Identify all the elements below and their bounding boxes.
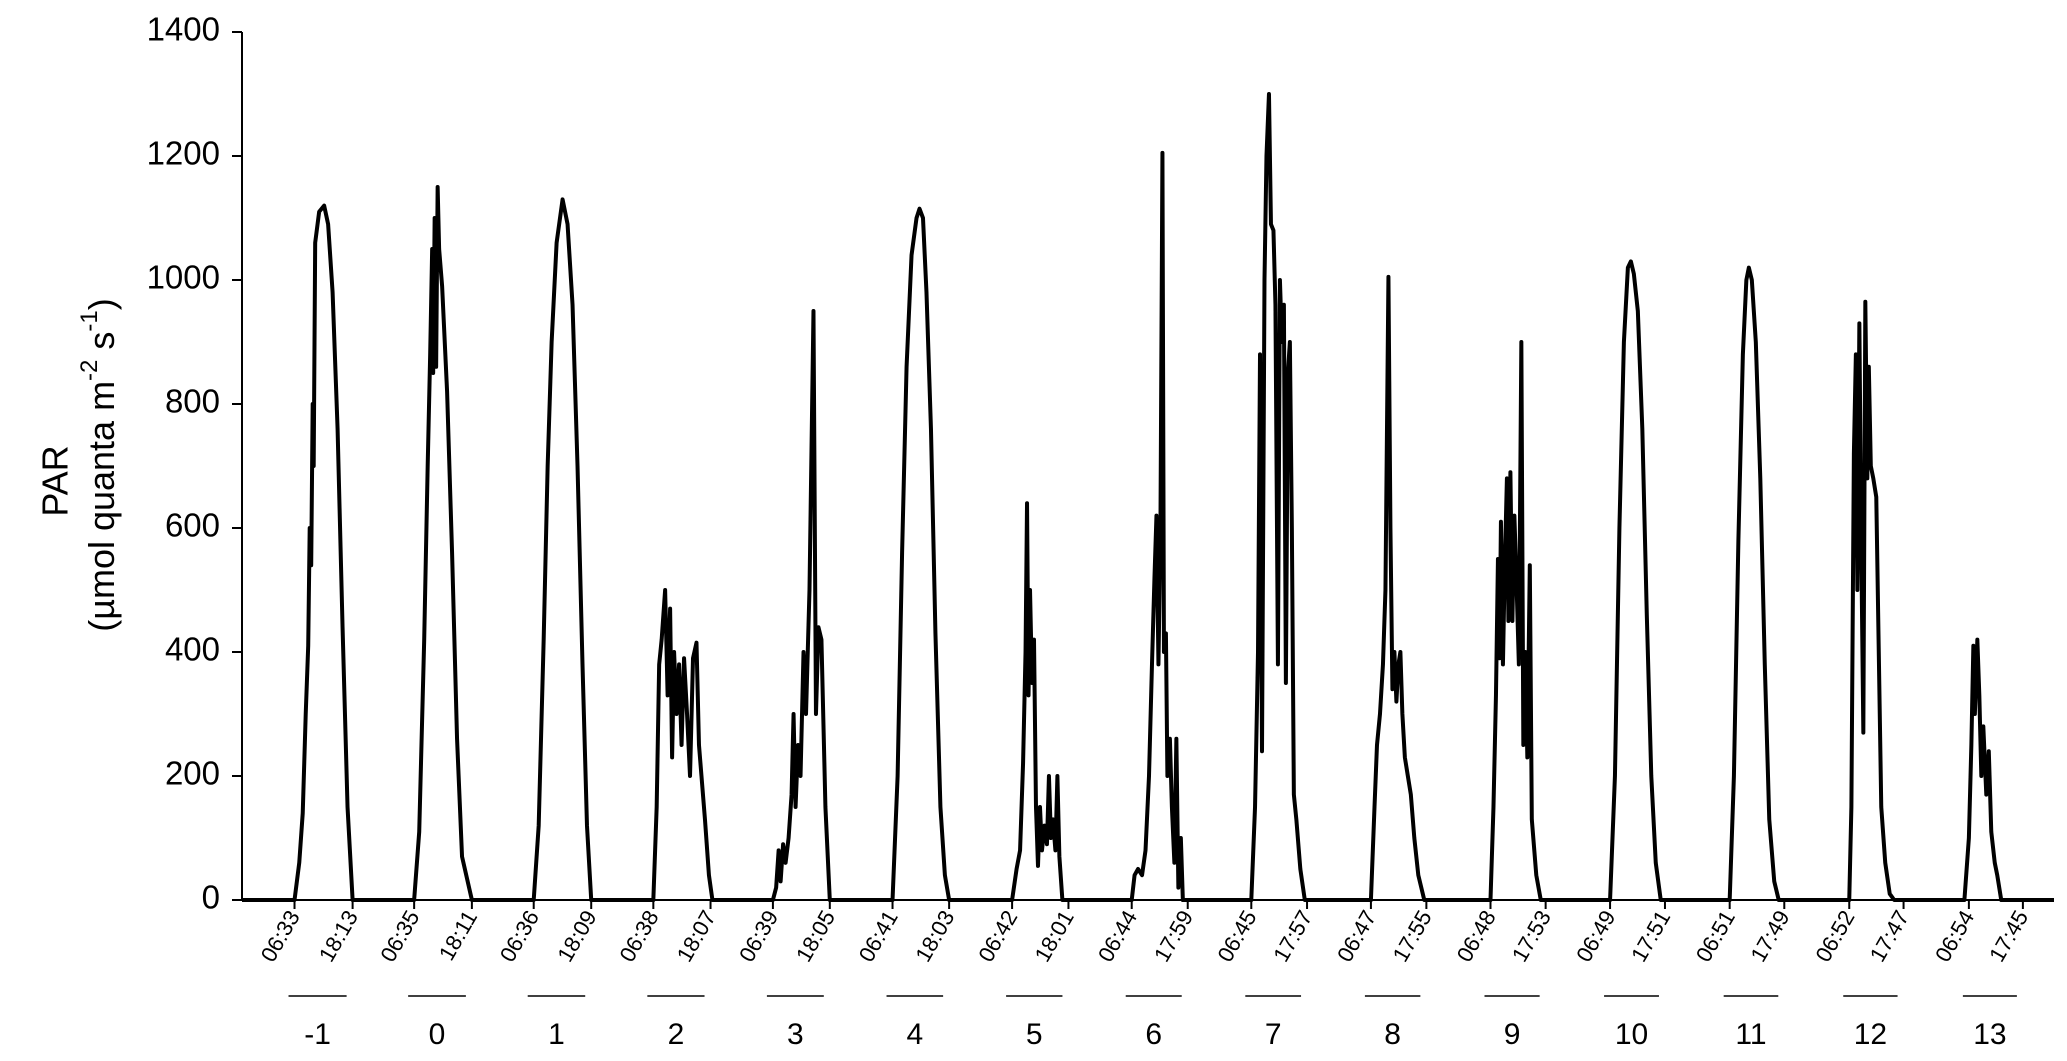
- day-label: 7: [1265, 1018, 1282, 1051]
- y-tick-label: 1200: [147, 135, 220, 172]
- day-label: 8: [1384, 1018, 1401, 1051]
- y-tick-label: 0: [202, 879, 220, 916]
- day-label: 13: [1973, 1018, 2006, 1051]
- day-label: 12: [1854, 1018, 1887, 1051]
- x-tick-label: 06:45: [1212, 906, 1261, 966]
- unit-exponent: -1: [76, 310, 103, 331]
- unit-text: ): [81, 298, 122, 310]
- x-tick-label: 06:33: [256, 906, 305, 966]
- y-axis-label: PAR: [35, 445, 76, 516]
- y-tick-label: 400: [165, 631, 220, 668]
- day-label: -1: [304, 1018, 331, 1051]
- x-tick-label: 18:03: [910, 906, 959, 966]
- x-tick-label: 17:49: [1745, 906, 1794, 966]
- day-label: 10: [1615, 1018, 1648, 1051]
- day-label: 4: [906, 1018, 923, 1051]
- x-tick-label: 18:11: [434, 906, 482, 965]
- unit-exponent: -2: [76, 360, 103, 381]
- x-tick-label: 17:51: [1626, 906, 1675, 966]
- y-tick-label: 200: [165, 755, 220, 792]
- x-tick-label: 06:51: [1691, 906, 1740, 966]
- x-tick-label: 06:38: [614, 906, 663, 966]
- x-tick-label: 17:55: [1388, 906, 1437, 966]
- y-tick-label: 1000: [147, 259, 220, 296]
- day-label: 9: [1504, 1018, 1521, 1051]
- x-tick-label: 06:49: [1571, 906, 1620, 966]
- day-label: 6: [1145, 1018, 1162, 1051]
- x-tick-label: 18:05: [791, 906, 840, 966]
- day-label: 0: [429, 1018, 446, 1051]
- y-tick-label: 600: [165, 507, 220, 544]
- x-tick-label: 06:54: [1930, 906, 1979, 966]
- y-tick-label: 800: [165, 383, 220, 420]
- x-tick-label: 17:45: [1984, 906, 2033, 966]
- day-label: 11: [1735, 1018, 1766, 1051]
- x-tick-label: 06:52: [1810, 906, 1859, 966]
- x-tick-label: 06:35: [375, 906, 424, 966]
- x-tick-label: 18:13: [314, 906, 363, 966]
- x-tick-label: 18:07: [672, 906, 721, 966]
- x-tick-label: 06:39: [734, 906, 783, 966]
- day-label: 3: [787, 1018, 804, 1051]
- x-tick-label: 06:42: [973, 906, 1022, 966]
- x-tick-label: 06:36: [495, 906, 544, 966]
- y-axis-label-units: (µmol quanta m-2 s-1): [76, 298, 122, 632]
- x-tick-label: 06:48: [1452, 906, 1501, 966]
- x-tick-label: 18:01: [1030, 906, 1079, 966]
- day-label: 2: [668, 1018, 685, 1051]
- x-tick-label: 06:41: [854, 906, 903, 966]
- x-tick-label: 06:47: [1332, 906, 1381, 966]
- par-line: [242, 92, 2054, 902]
- x-tick-label: 17:47: [1865, 906, 1914, 966]
- x-tick-label: 17:57: [1268, 906, 1317, 966]
- day-label: 5: [1026, 1018, 1043, 1051]
- x-tick-label: 17:59: [1149, 906, 1198, 966]
- x-tick-label: 18:09: [552, 906, 601, 966]
- day-label: 1: [548, 1018, 565, 1051]
- y-tick-label: 1400: [147, 11, 220, 48]
- unit-text: (µmol quanta m: [81, 381, 122, 632]
- unit-text: s: [81, 332, 122, 360]
- x-tick-label: 06:44: [1093, 906, 1142, 966]
- x-tick-label: 17:53: [1507, 906, 1556, 966]
